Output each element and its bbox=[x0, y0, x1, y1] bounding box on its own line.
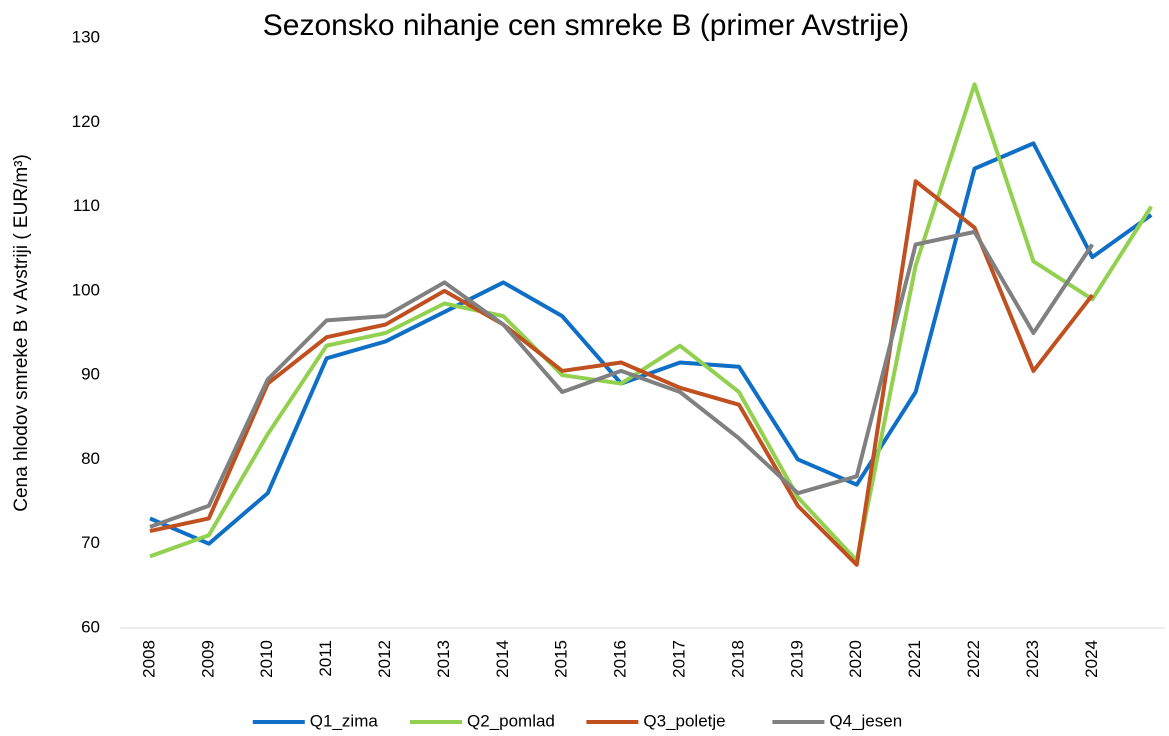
x-tick-label: 2022 bbox=[964, 640, 983, 678]
legend-label: Q1_zima bbox=[310, 711, 379, 730]
series-line bbox=[149, 179, 1094, 567]
series-line bbox=[149, 229, 1095, 529]
y-tick-label: 70 bbox=[81, 533, 100, 552]
legend-label: Q3_poletje bbox=[643, 711, 725, 730]
x-tick-label: 2012 bbox=[375, 640, 394, 678]
x-tick-label: 2020 bbox=[846, 640, 865, 678]
x-tick-label: 2021 bbox=[905, 640, 924, 678]
x-tick-label: 2008 bbox=[139, 640, 158, 678]
x-tick-label: 2016 bbox=[611, 640, 630, 678]
y-tick-label: 100 bbox=[72, 280, 100, 299]
x-tick-label: 2024 bbox=[1082, 640, 1101, 678]
x-tick-label: 2023 bbox=[1023, 640, 1042, 678]
legend-label: Q2_pomlad bbox=[467, 711, 555, 730]
x-tick-label: 2013 bbox=[434, 640, 453, 678]
x-tick-label: 2015 bbox=[552, 640, 571, 678]
x-tick-label: 2011 bbox=[316, 640, 335, 677]
chart-title: Sezonsko nihanje cen smreke B (primer Av… bbox=[263, 9, 909, 42]
y-axis-label: Cena hlodov smreke B v Avstriji ( EUR/m³… bbox=[11, 154, 32, 512]
y-tick-label: 120 bbox=[72, 112, 100, 131]
series-line bbox=[149, 82, 1153, 563]
series-line bbox=[149, 141, 1153, 546]
legend-label: Q4_jesen bbox=[829, 711, 902, 730]
y-tick-label: 60 bbox=[81, 617, 100, 636]
y-tick-label: 110 bbox=[73, 196, 100, 215]
x-tick-label: 2019 bbox=[787, 640, 806, 678]
x-tick-label: 2010 bbox=[257, 640, 276, 678]
x-tick-label: 2014 bbox=[493, 640, 512, 678]
y-tick-label: 90 bbox=[81, 365, 100, 384]
y-tick-label: 80 bbox=[81, 449, 100, 468]
x-tick-label: 2017 bbox=[670, 640, 689, 678]
x-tick-label: 2009 bbox=[198, 640, 217, 678]
y-tick-label: 130 bbox=[72, 27, 100, 46]
x-tick-label: 2018 bbox=[728, 640, 747, 678]
